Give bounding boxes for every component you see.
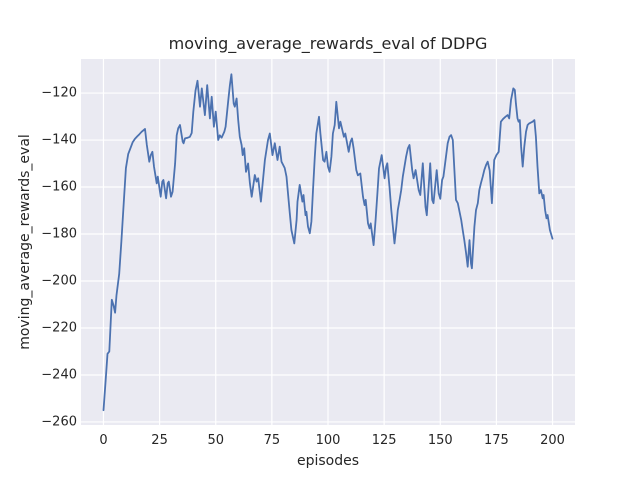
x-tick-label: 100 [315,433,341,448]
chart-title: moving_average_rewards_eval of DDPG [168,34,488,53]
x-tick-label: 125 [371,433,397,448]
y-tick-label: −220 [41,320,77,336]
plot-area [81,59,575,425]
chart-canvas [81,59,575,425]
y-tick-label: −200 [41,273,77,289]
y-axis-label: moving_average_rewards_eval [17,134,33,350]
x-tick-label: 25 [151,433,168,448]
x-axis-label: episodes [296,453,360,469]
x-tick-label: 50 [207,433,224,448]
y-tick-label: −240 [41,367,77,383]
y-tick-label: −260 [41,414,77,430]
y-tick-label: −120 [41,85,77,101]
y-tick-label: −180 [41,226,77,242]
x-tick-label: 150 [427,433,453,448]
y-tick-label: −140 [41,132,77,148]
x-tick-label: 200 [540,433,565,448]
series-line [102,73,554,412]
x-tick-label: 175 [483,433,509,448]
x-tick-label: 75 [263,433,281,448]
y-tick-label: −160 [41,179,77,195]
x-tick-label: 0 [99,433,108,448]
